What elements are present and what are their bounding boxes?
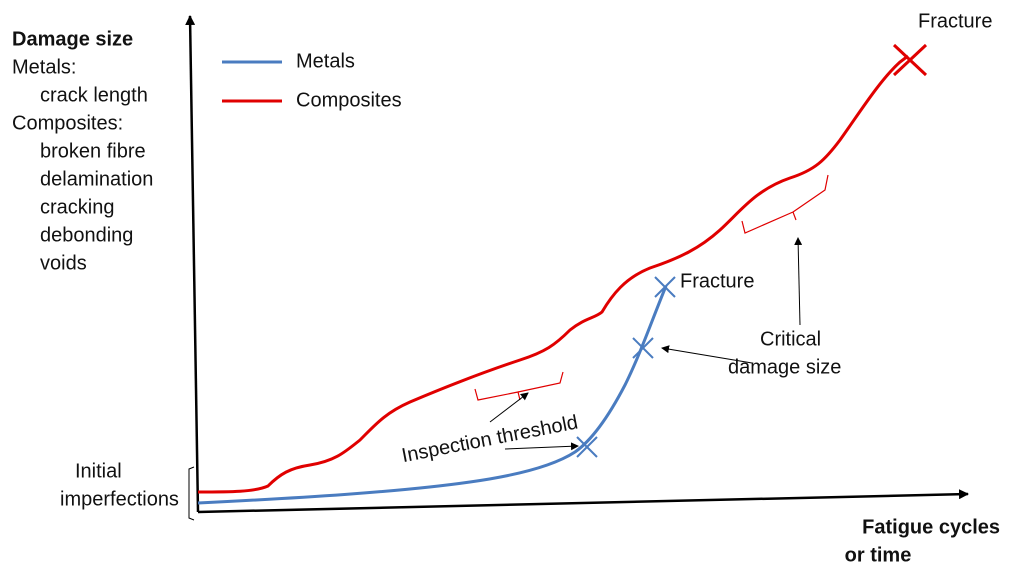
x-axis-title: Fatigue cycles: [862, 516, 1000, 538]
initial-bracket: [188, 466, 195, 521]
annotation: Critical: [760, 328, 821, 350]
y-axis-line: delamination: [40, 168, 153, 190]
composites-curve: [197, 54, 909, 494]
arrow: [504, 442, 579, 451]
y-axis-line: broken fibre: [40, 140, 146, 162]
critical-bracket: [741, 174, 829, 234]
metals-curve: [197, 285, 668, 505]
y-axis: [185, 15, 200, 513]
arrow: [794, 237, 803, 326]
arrow: [661, 345, 753, 364]
x-axis-title: or time: [845, 544, 912, 566]
annotation: damage size: [728, 356, 841, 378]
annotation: Fracture: [918, 10, 992, 32]
annotation: Fracture: [680, 270, 754, 292]
legend-label: Metals: [296, 50, 355, 72]
y-axis-line: voids: [40, 252, 87, 274]
metal-marks: [576, 276, 676, 458]
y-axis-line: crack length: [40, 84, 148, 106]
inspection-bracket: [474, 371, 564, 401]
y-axis-line: Metals:: [12, 56, 76, 78]
y-axis-line: debonding: [40, 224, 133, 246]
legend-label: Composites: [296, 89, 402, 111]
y-axis-line: cracking: [40, 196, 114, 218]
y-axis-title: Damage size: [12, 28, 133, 50]
y-axis-line: Composites:: [12, 112, 123, 134]
arrow: [489, 392, 529, 423]
fracture-mark: [892, 43, 928, 77]
annotation: Initial: [75, 460, 122, 482]
annotation: Inspection threshold: [400, 411, 580, 467]
annotation: imperfections: [60, 488, 179, 510]
x-axis: [197, 489, 969, 514]
